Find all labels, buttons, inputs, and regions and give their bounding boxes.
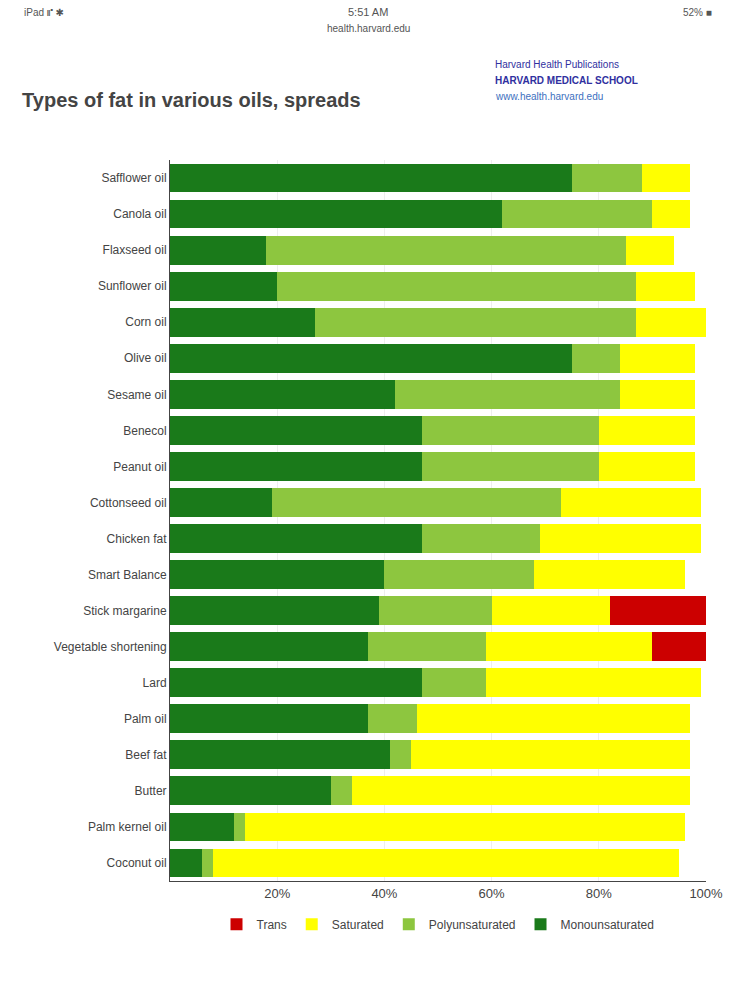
svg-text:Flaxseed oil: Flaxseed oil xyxy=(103,243,167,257)
svg-text:Saturated: Saturated xyxy=(332,918,384,932)
svg-text:100%: 100% xyxy=(689,886,723,901)
svg-text:Vegetable shortening: Vegetable shortening xyxy=(54,640,167,654)
svg-text:Canola oil: Canola oil xyxy=(113,207,166,221)
svg-text:Cottonseed oil: Cottonseed oil xyxy=(90,496,167,510)
svg-text:60%: 60% xyxy=(479,886,505,901)
svg-text:Olive oil: Olive oil xyxy=(124,351,167,365)
svg-text:Lard: Lard xyxy=(143,676,167,690)
svg-text:40%: 40% xyxy=(371,886,397,901)
svg-text:Smart Balance: Smart Balance xyxy=(88,568,167,582)
svg-text:health.harvard.edu: health.harvard.edu xyxy=(327,23,410,34)
svg-text:Beef fat: Beef fat xyxy=(125,748,167,762)
svg-text:52% ■: 52% ■ xyxy=(683,7,712,18)
svg-text:Chicken fat: Chicken fat xyxy=(107,532,168,546)
svg-text:Polyunsaturated: Polyunsaturated xyxy=(429,918,516,932)
svg-text:Sesame oil: Sesame oil xyxy=(107,388,166,402)
svg-text:iPad ⑈ ✱: iPad ⑈ ✱ xyxy=(24,7,64,18)
svg-text:Stick margarine: Stick margarine xyxy=(83,604,167,618)
svg-text:Benecol: Benecol xyxy=(123,424,166,438)
svg-text:Monounsaturated: Monounsaturated xyxy=(561,918,654,932)
svg-text:80%: 80% xyxy=(586,886,612,901)
svg-text:Peanut oil: Peanut oil xyxy=(113,460,166,474)
svg-text:Types of fat in various oils,: Types of fat in various oils, spreads xyxy=(22,89,361,111)
svg-text:20%: 20% xyxy=(264,886,290,901)
svg-text:Corn oil: Corn oil xyxy=(125,315,166,329)
svg-text:Coconut oil: Coconut oil xyxy=(107,856,167,870)
svg-text:Sunflower oil: Sunflower oil xyxy=(98,279,167,293)
svg-text:www.health.harvard.edu: www.health.harvard.edu xyxy=(495,91,603,102)
svg-text:Harvard Health Publications: Harvard Health Publications xyxy=(495,59,619,70)
svg-text:Trans: Trans xyxy=(257,918,287,932)
svg-text:Palm kernel oil: Palm kernel oil xyxy=(88,820,167,834)
svg-text:Safflower oil: Safflower oil xyxy=(101,171,166,185)
svg-text:Palm oil: Palm oil xyxy=(124,712,167,726)
svg-text:HARVARD MEDICAL SCHOOL: HARVARD MEDICAL SCHOOL xyxy=(495,75,638,86)
svg-text:5:51 AM: 5:51 AM xyxy=(348,6,388,18)
svg-text:Butter: Butter xyxy=(135,784,167,798)
